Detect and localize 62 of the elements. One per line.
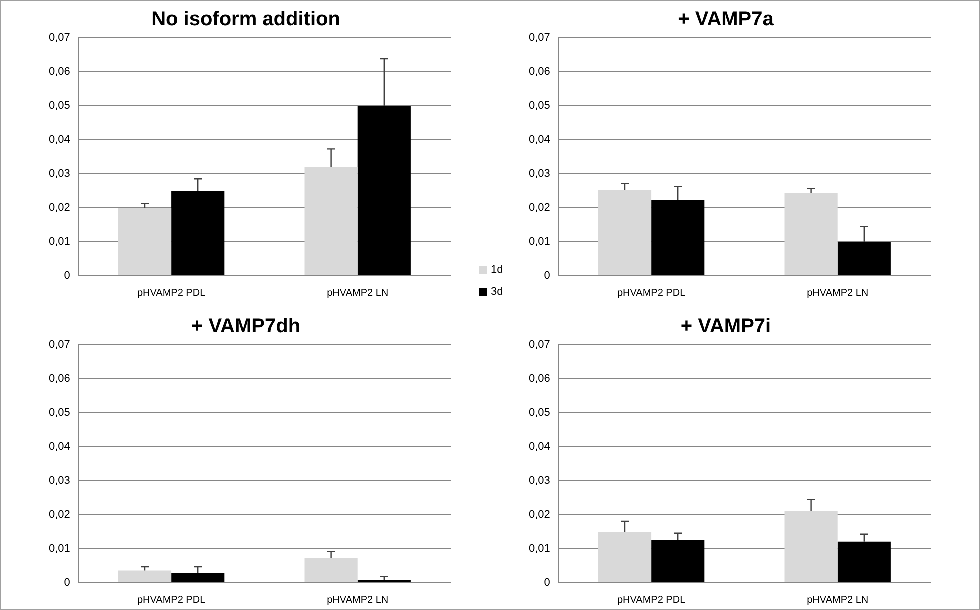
y-tick-label: 0,06 xyxy=(528,373,550,386)
bar xyxy=(172,573,225,582)
x-tick-label: pHVAMP2 PDL xyxy=(617,594,686,606)
y-tick-label: 0,06 xyxy=(48,66,70,78)
x-tick-label: pHVAMP2 PDL xyxy=(617,288,686,299)
bar xyxy=(652,540,705,582)
y-tick-label: 0,01 xyxy=(48,236,70,248)
chart-title: + VAMP7a xyxy=(678,8,775,31)
bar xyxy=(118,208,172,276)
bar xyxy=(598,532,652,582)
y-tick-label: 0,05 xyxy=(528,407,550,420)
bar xyxy=(172,191,225,276)
y-tick-label: 0,05 xyxy=(528,100,550,112)
y-tick-label: 0,05 xyxy=(48,407,70,420)
bar xyxy=(652,200,705,276)
legend-label: 3d xyxy=(491,286,504,298)
y-tick-label: 0,07 xyxy=(48,339,70,352)
x-tick-label: pHVAMP2 LN xyxy=(807,288,869,299)
bar xyxy=(358,106,411,276)
y-tick-label: 0 xyxy=(544,577,550,590)
y-tick-label: 0 xyxy=(64,577,70,590)
y-tick-label: 0,03 xyxy=(528,168,550,180)
chart-title: No isoform addition xyxy=(152,8,340,31)
bar xyxy=(358,580,411,582)
y-tick-label: 0,07 xyxy=(528,339,550,352)
chart-title: + VAMP7i xyxy=(680,316,772,338)
bar xyxy=(118,570,172,582)
bar xyxy=(598,190,652,276)
y-tick-label: 0,02 xyxy=(528,509,550,522)
y-tick-label: 0,06 xyxy=(48,373,70,386)
y-tick-label: 0,01 xyxy=(528,236,550,248)
y-tick-label: 0,02 xyxy=(48,202,70,214)
bar xyxy=(304,558,358,582)
y-tick-label: 0,03 xyxy=(528,475,550,488)
x-tick-label: pHVAMP2 PDL xyxy=(137,288,206,299)
y-tick-label: 0 xyxy=(544,270,550,282)
bar xyxy=(784,193,838,276)
y-tick-label: 0,01 xyxy=(48,543,70,556)
y-tick-label: 0,04 xyxy=(48,441,70,454)
y-tick-label: 0,05 xyxy=(48,100,70,112)
y-tick-label: 0,06 xyxy=(528,66,550,78)
x-tick-label: pHVAMP2 LN xyxy=(327,288,389,299)
y-tick-label: 0,03 xyxy=(48,168,70,180)
y-tick-label: 0,07 xyxy=(48,32,70,44)
y-tick-label: 0 xyxy=(64,270,70,282)
x-tick-label: pHVAMP2 PDL xyxy=(137,594,206,606)
bar xyxy=(784,511,838,582)
bar xyxy=(838,242,891,276)
y-tick-label: 0,03 xyxy=(48,475,70,488)
legend-label: 1d xyxy=(491,264,504,276)
y-tick-label: 0,04 xyxy=(528,441,550,454)
y-tick-label: 0,01 xyxy=(528,543,550,556)
y-tick-label: 0,02 xyxy=(48,509,70,522)
x-tick-label: pHVAMP2 LN xyxy=(327,594,389,606)
chart-title: + VAMP7dh xyxy=(191,316,301,338)
x-tick-label: pHVAMP2 LN xyxy=(807,594,869,606)
y-tick-label: 0,07 xyxy=(528,32,550,44)
bar xyxy=(304,167,358,276)
y-tick-label: 0,02 xyxy=(528,202,550,214)
y-tick-label: 0,04 xyxy=(48,134,70,146)
y-tick-label: 0,04 xyxy=(528,134,550,146)
bar xyxy=(838,542,891,582)
